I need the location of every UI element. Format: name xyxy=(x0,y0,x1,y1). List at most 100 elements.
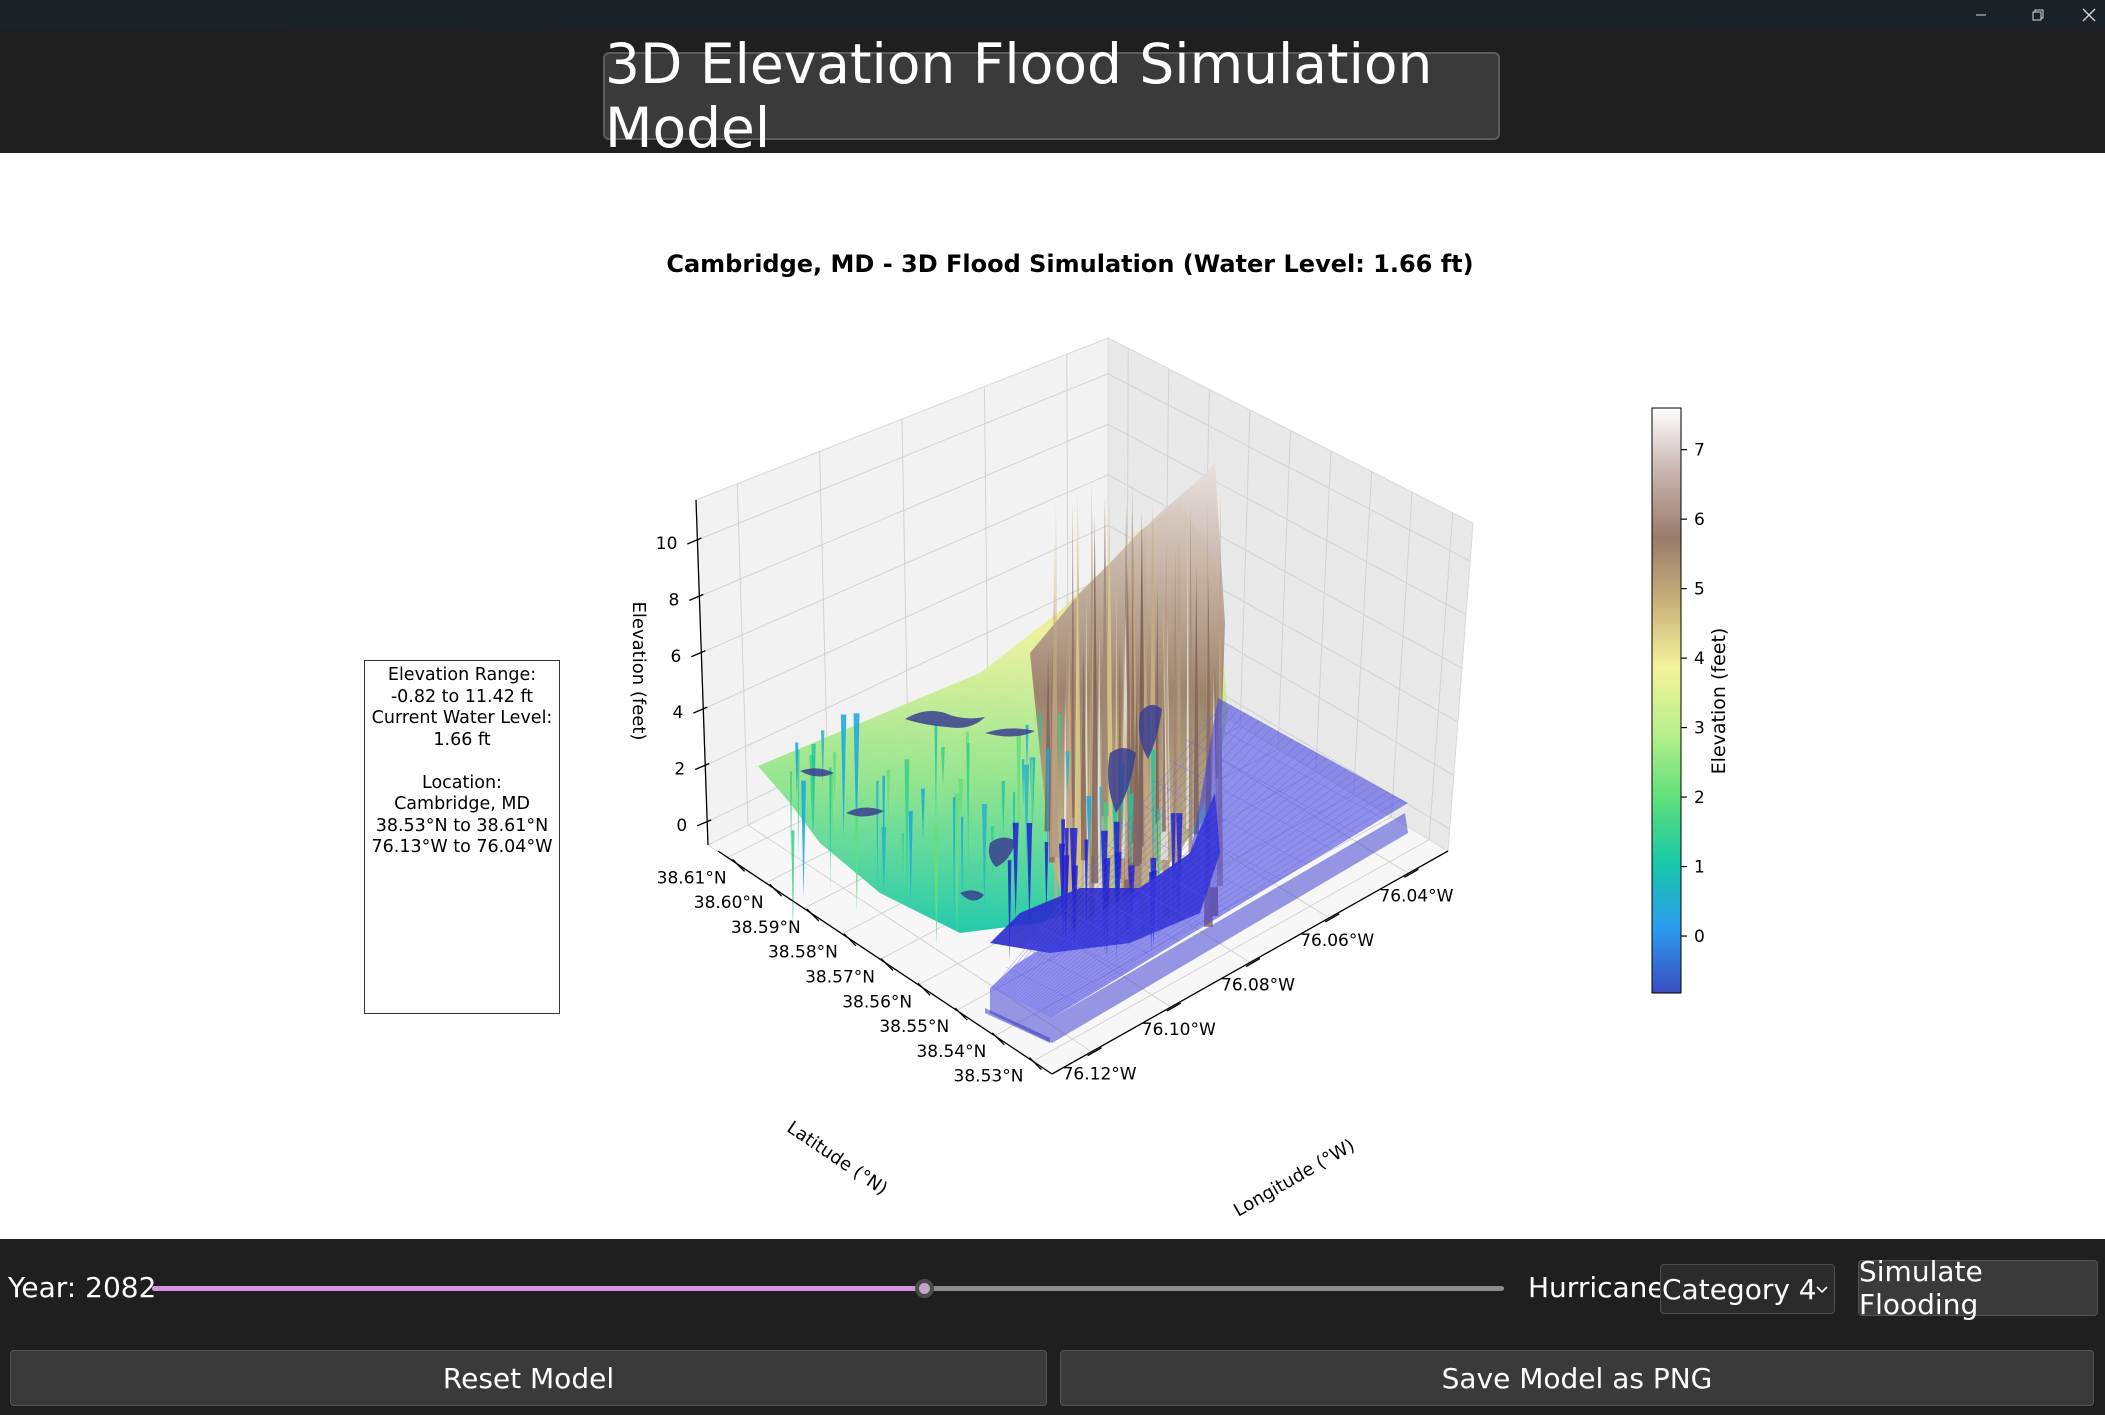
colorbar-tick-label: 3 xyxy=(1694,719,1705,739)
colorbar-tick-label: 7 xyxy=(1694,441,1705,461)
y-tick-mark xyxy=(806,908,820,922)
water-plane xyxy=(985,698,1408,1043)
reset-model-button[interactable]: Reset Model xyxy=(10,1350,1047,1406)
title-bar xyxy=(0,0,2105,30)
flood-3d-chart: Cambridge, MD - 3D Flood Simulation (Wat… xyxy=(628,250,1730,1221)
colorbar-tick-label: 4 xyxy=(1694,649,1705,669)
x-tick-mark xyxy=(1324,913,1340,923)
x-tick-label: 76.08°W xyxy=(1221,976,1295,996)
y-tick-mark xyxy=(880,958,894,971)
inland-water xyxy=(800,704,1162,901)
info-line: Current Water Level: xyxy=(371,708,553,728)
y-tick-mark xyxy=(732,858,746,872)
y-tick-mark xyxy=(991,1032,1005,1046)
x-tick-label: 76.04°W xyxy=(1379,886,1453,906)
z-tick-label: 4 xyxy=(672,703,683,723)
y-tick-label: 38.57°N xyxy=(805,968,875,988)
y-tick-label: 38.58°N xyxy=(768,943,838,963)
water-grid xyxy=(991,701,1402,1018)
water-plane-side xyxy=(985,1008,1050,1043)
y-axis-label: Latitude (°N) xyxy=(783,1117,891,1199)
colorbar-tick-label: 1 xyxy=(1694,858,1705,878)
z-tick-label: 8 xyxy=(669,590,680,610)
minimize-icon xyxy=(1976,14,1986,16)
info-line: Location: xyxy=(422,772,502,793)
year-slider-thumb[interactable] xyxy=(914,1279,934,1298)
z-axis-label: Elevation (feet) xyxy=(628,602,649,741)
controls-panel: Year: 2082 Hurricane: Category 4 Simulat… xyxy=(0,1239,2105,1415)
x-tick-label: 76.06°W xyxy=(1300,931,1374,951)
colorbar-ticks: 0 1 2 3 4 5 6 7 xyxy=(1681,441,1705,947)
z-tick-label: 0 xyxy=(676,816,687,836)
close-button[interactable] xyxy=(2072,0,2105,30)
z-tick-mark xyxy=(696,819,712,827)
hurricane-select-value: Category 4 xyxy=(1662,1273,1817,1306)
info-line: 1.66 ft xyxy=(433,729,491,750)
plot-canvas[interactable]: Cambridge, MD - 3D Flood Simulation (Wat… xyxy=(0,153,2105,1239)
water-plane-top xyxy=(990,698,1408,1018)
x-tick-label: 76.10°W xyxy=(1142,1020,1216,1040)
x-tick-mark xyxy=(1166,1002,1182,1012)
y-tick-mark xyxy=(769,883,783,897)
colorbar-tick-label: 5 xyxy=(1694,580,1705,600)
colorbar-tick-label: 0 xyxy=(1694,927,1705,947)
colorbar-label: Elevation (feet) xyxy=(1708,628,1730,775)
terrain-surface xyxy=(758,463,1228,963)
water-plane-front xyxy=(990,813,1408,1043)
restore-button[interactable] xyxy=(2015,0,2061,30)
x-axis-ticks: 76.12°W 76.10°W 76.08°W 76.06°W 76.04°W xyxy=(1063,868,1454,1085)
x-tick-label: 76.12°W xyxy=(1063,1065,1137,1085)
info-line: -0.82 to 11.42 ft xyxy=(390,686,534,707)
y-tick-mark xyxy=(843,933,857,947)
x-tick-mark xyxy=(1404,868,1419,878)
info-line: Cambridge, MD xyxy=(394,794,530,814)
y-tick-mark xyxy=(1028,1057,1042,1071)
y-tick-label: 38.56°N xyxy=(842,992,912,1012)
hurricane-label: Hurricane: xyxy=(1528,1271,1675,1304)
info-line: Elevation Range: xyxy=(387,665,537,685)
z-tick-mark xyxy=(694,762,710,771)
minimize-button[interactable] xyxy=(1958,0,2004,30)
chart-title: Cambridge, MD - 3D Flood Simulation (Wat… xyxy=(666,250,1473,278)
year-slider-fill xyxy=(152,1286,924,1291)
x-tick-mark xyxy=(1087,1047,1102,1057)
z-tick-mark xyxy=(691,650,706,658)
z-tick-label: 2 xyxy=(674,760,685,780)
year-label: Year: 2082 xyxy=(8,1271,157,1304)
z-tick-mark xyxy=(693,706,708,714)
z-axis-ticks: 0 2 4 6 8 10 xyxy=(656,534,712,836)
chevron-down-icon xyxy=(1816,1286,1828,1294)
y-tick-label: 38.61°N xyxy=(657,868,727,888)
y-tick-label: 38.60°N xyxy=(694,893,764,913)
simulate-flooding-button[interactable]: Simulate Flooding xyxy=(1858,1255,2098,1321)
y-tick-mark xyxy=(917,982,931,996)
colorbar-tick-label: 2 xyxy=(1694,788,1705,808)
y-tick-mark xyxy=(954,1007,968,1021)
app-title: 3D Elevation Flood Simulation Model xyxy=(603,32,1500,160)
info-line xyxy=(365,751,559,773)
x-axis-label: Longitude (°W) xyxy=(1230,1135,1358,1221)
z-tick-label: 10 xyxy=(656,534,678,554)
colorbar: 0 1 2 3 4 5 6 7 Elevation (feet) xyxy=(1651,407,1730,994)
z-tick-mark xyxy=(689,593,704,601)
hurricane-select[interactable] xyxy=(1660,1264,1835,1314)
y-tick-label: 38.53°N xyxy=(954,1067,1024,1087)
z-tick-mark xyxy=(687,537,702,545)
y-axis-ticks: 38.61°N 38.60°N 38.59°N 38.58°N 38.57°N 38.56… xyxy=(657,858,1042,1087)
y-tick-label: 38.54°N xyxy=(916,1042,986,1062)
z-tick-label: 6 xyxy=(670,647,681,667)
header: 3D Elevation Flood Simulation Model xyxy=(0,30,2105,160)
y-tick-label: 38.55°N xyxy=(879,1017,949,1037)
info-line: 38.53°N to 38.61°N xyxy=(375,815,549,836)
x-tick-mark xyxy=(1245,957,1261,968)
info-line: 76.13°W to 76.04°W xyxy=(371,837,553,857)
close-icon xyxy=(2082,8,2095,22)
info-box: Elevation Range: -0.82 to 11.42 ft Current… xyxy=(364,660,560,1014)
restore-icon xyxy=(2032,9,2044,21)
colorbar-tick-label: 6 xyxy=(1694,510,1705,530)
y-tick-label: 38.59°N xyxy=(731,918,801,938)
save-model-button[interactable]: Save Model as PNG xyxy=(1060,1350,2094,1406)
colorbar-gradient xyxy=(1651,407,1682,994)
terrain-spikes xyxy=(790,484,1223,963)
